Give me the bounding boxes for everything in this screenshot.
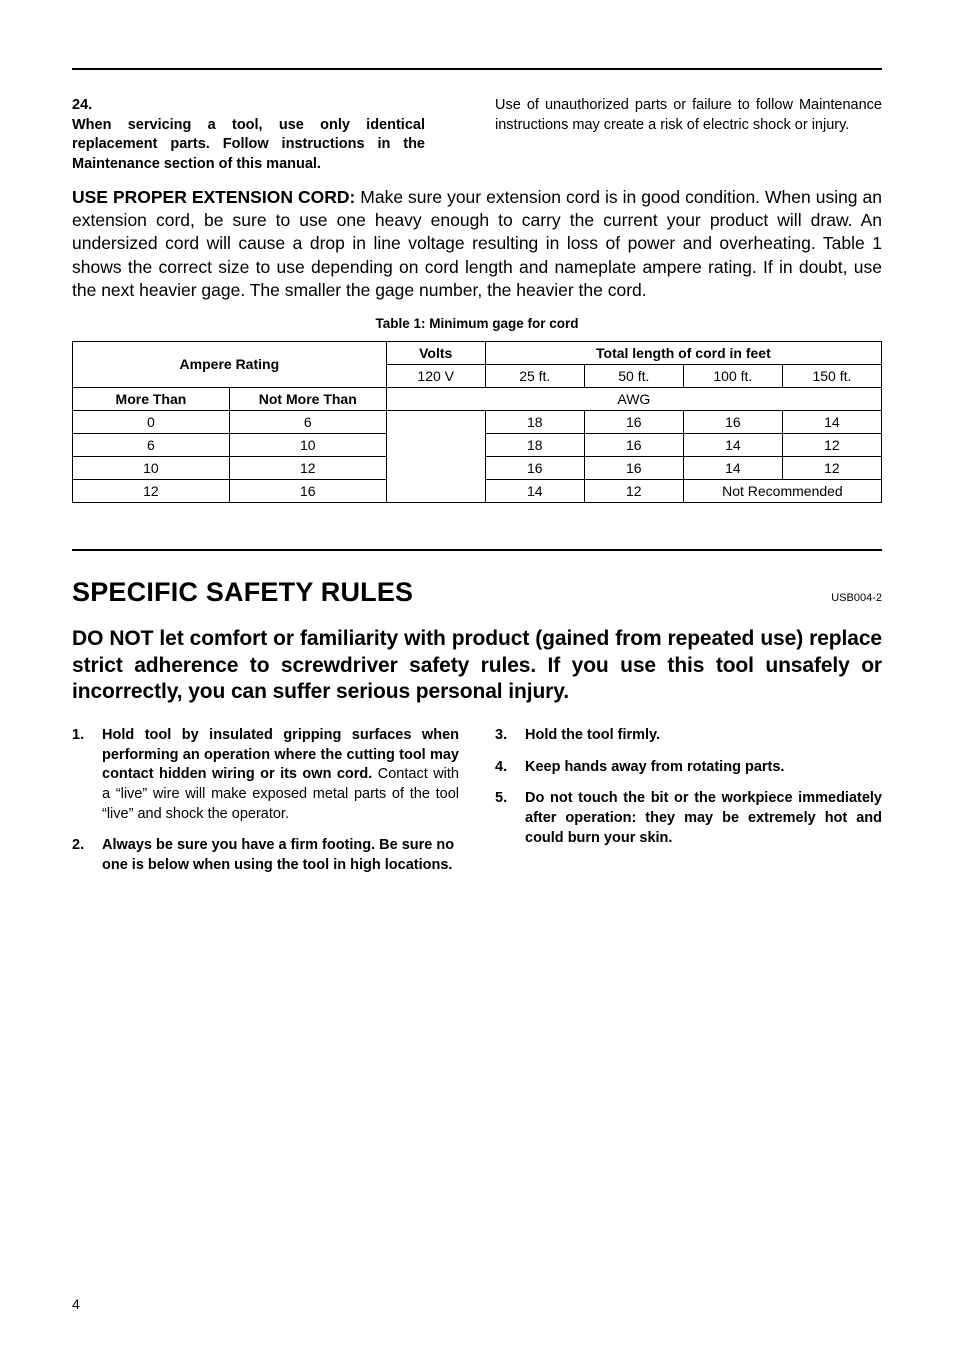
rule-bold: Do not touch the bit or the workpiece im… xyxy=(525,790,882,845)
cell: 12 xyxy=(73,479,230,502)
cell: 14 xyxy=(782,410,881,433)
cell: 12 xyxy=(782,433,881,456)
section-lead: DO NOT let comfort or familiarity with p… xyxy=(72,626,882,707)
th-120v: 120 V xyxy=(386,364,485,387)
rules-right-list: 3. Hold the tool firmly. 4. Keep hands a… xyxy=(495,726,882,848)
item-24-number: 24. xyxy=(72,96,102,116)
rule-bold: Keep hands away from rotating parts. xyxy=(525,759,784,775)
rule-bold: Hold the tool firmly. xyxy=(525,727,660,743)
top-rule xyxy=(72,68,882,70)
th-not-more-than: Not More Than xyxy=(229,387,386,410)
table-row: 0 6 18 16 16 14 xyxy=(73,410,882,433)
cell: 10 xyxy=(73,456,230,479)
cell: 6 xyxy=(73,433,230,456)
th-100ft: 100 ft. xyxy=(683,364,782,387)
cell: 16 xyxy=(584,410,683,433)
cell: 18 xyxy=(485,433,584,456)
cell-empty xyxy=(386,410,485,502)
th-25ft: 25 ft. xyxy=(485,364,584,387)
item-24-continuation: Use of unauthorized parts or failure to … xyxy=(495,96,882,135)
section-rule xyxy=(72,549,882,551)
cell: 18 xyxy=(485,410,584,433)
cell: 12 xyxy=(782,456,881,479)
cell: 12 xyxy=(229,456,386,479)
rule-num: 4. xyxy=(495,758,525,778)
cell: 14 xyxy=(683,456,782,479)
cell: 12 xyxy=(584,479,683,502)
rule-2: 2. Always be sure you have a firm footin… xyxy=(72,836,459,875)
th-50ft: 50 ft. xyxy=(584,364,683,387)
cell: 16 xyxy=(683,410,782,433)
cell: 16 xyxy=(584,456,683,479)
th-volts: Volts xyxy=(386,341,485,364)
cell: 16 xyxy=(584,433,683,456)
th-150ft: 150 ft. xyxy=(782,364,881,387)
cell: 16 xyxy=(485,456,584,479)
gage-table: Ampere Rating Volts Total length of cord… xyxy=(72,341,882,503)
rule-4: 4. Keep hands away from rotating parts. xyxy=(495,758,882,778)
cell: 10 xyxy=(229,433,386,456)
extension-cord-paragraph: USE PROPER EXTENSION CORD: Make sure you… xyxy=(72,186,882,301)
cell: 16 xyxy=(229,479,386,502)
cell-not-recommended: Not Recommended xyxy=(683,479,881,502)
page-number: 4 xyxy=(72,1296,80,1312)
cell: 14 xyxy=(485,479,584,502)
cell: 6 xyxy=(229,410,386,433)
table-1-caption: Table 1: Minimum gage for cord xyxy=(72,316,882,331)
cell: 14 xyxy=(683,433,782,456)
item-24-text: When servicing a tool, use only identica… xyxy=(72,116,425,175)
rule-num: 3. xyxy=(495,726,525,746)
rule-num: 1. xyxy=(72,726,102,824)
rule-3: 3. Hold the tool firmly. xyxy=(495,726,882,746)
rule-num: 5. xyxy=(495,789,525,848)
rules-left-list: 1. Hold tool by insulated gripping surfa… xyxy=(72,726,459,875)
section-heading: SPECIFIC SAFETY RULES xyxy=(72,577,413,608)
extension-cord-lead: USE PROPER EXTENSION CORD: xyxy=(72,187,355,207)
rule-1: 1. Hold tool by insulated gripping surfa… xyxy=(72,726,459,824)
th-more-than: More Than xyxy=(73,387,230,410)
rule-5: 5. Do not touch the bit or the workpiece… xyxy=(495,789,882,848)
th-total-length: Total length of cord in feet xyxy=(485,341,881,364)
section-code: USB004-2 xyxy=(831,592,882,604)
th-awg: AWG xyxy=(386,387,881,410)
item-24: 24. When servicing a tool, use only iden… xyxy=(72,96,459,174)
rule-num: 2. xyxy=(72,836,102,875)
th-ampere-rating: Ampere Rating xyxy=(73,341,387,387)
cell: 0 xyxy=(73,410,230,433)
rule-bold: Always be sure you have a firm footing. … xyxy=(102,837,454,873)
